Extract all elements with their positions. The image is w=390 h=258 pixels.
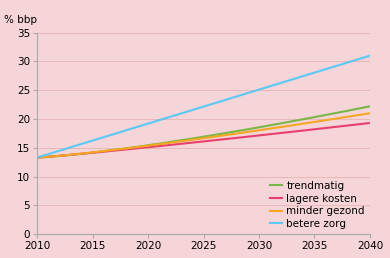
lagere kosten: [36, 156, 41, 159]
betere zorg: [35, 156, 39, 159]
trendmatig: [368, 105, 372, 108]
minder gezond: [315, 120, 320, 123]
trendmatig: [315, 115, 320, 118]
lagere kosten: [315, 127, 320, 131]
Line: trendmatig: trendmatig: [37, 106, 370, 158]
minder gezond: [233, 132, 238, 135]
betere zorg: [315, 70, 320, 73]
lagere kosten: [35, 156, 39, 159]
Text: % bbp: % bbp: [4, 14, 37, 25]
betere zorg: [36, 156, 41, 159]
minder gezond: [35, 156, 39, 159]
Legend: trendmatig, lagere kosten, minder gezond, betere zorg: trendmatig, lagere kosten, minder gezond…: [269, 181, 365, 229]
betere zorg: [239, 94, 243, 97]
betere zorg: [232, 96, 236, 99]
minder gezond: [232, 132, 236, 135]
Line: lagere kosten: lagere kosten: [37, 123, 370, 158]
minder gezond: [337, 117, 341, 120]
Line: betere zorg: betere zorg: [37, 56, 370, 158]
betere zorg: [337, 64, 341, 67]
minder gezond: [36, 156, 41, 159]
betere zorg: [368, 54, 372, 57]
trendmatig: [35, 156, 39, 159]
lagere kosten: [239, 136, 243, 139]
trendmatig: [232, 130, 236, 133]
Line: minder gezond: minder gezond: [37, 113, 370, 158]
trendmatig: [337, 111, 341, 114]
lagere kosten: [232, 136, 236, 140]
trendmatig: [36, 156, 41, 159]
lagere kosten: [337, 125, 341, 128]
lagere kosten: [368, 122, 372, 125]
betere zorg: [233, 95, 238, 99]
trendmatig: [233, 130, 238, 133]
minder gezond: [368, 112, 372, 115]
lagere kosten: [233, 136, 238, 140]
trendmatig: [239, 129, 243, 132]
minder gezond: [239, 131, 243, 134]
